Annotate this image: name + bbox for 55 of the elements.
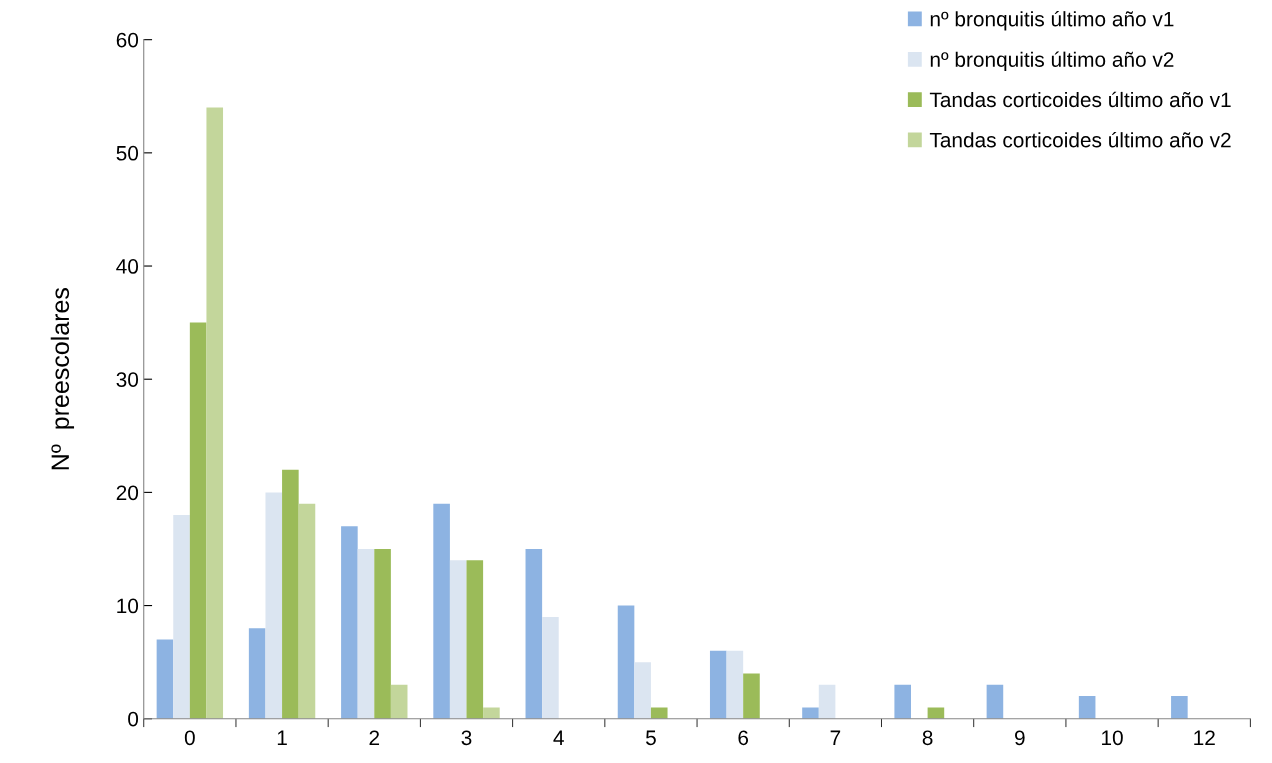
bar	[341, 526, 358, 719]
bar	[726, 650, 744, 719]
bar	[894, 684, 912, 719]
bar	[298, 503, 316, 719]
y-tick-label: 10	[117, 598, 139, 614]
x-tick-label: 12	[1194, 730, 1215, 745]
x-tick-label: 8	[922, 730, 933, 746]
bar	[390, 684, 408, 719]
bar	[1171, 696, 1188, 719]
x-tick-label: 6	[738, 730, 749, 746]
bar	[357, 548, 375, 719]
x-tick-label: 10	[1102, 730, 1123, 746]
y-tick-label: 30	[116, 372, 139, 387]
bar	[617, 605, 635, 719]
bar	[466, 560, 484, 719]
bar	[265, 492, 283, 719]
bar	[743, 673, 760, 719]
x-tick-label: 5	[645, 730, 656, 746]
bar	[927, 707, 945, 719]
legend-label: nº bronquitis último año v2	[930, 51, 1174, 72]
x-tick-label: 7	[830, 730, 841, 745]
legend-label: nº bronquitis último año v1	[930, 10, 1174, 31]
x-tick-label: 9	[1015, 730, 1025, 746]
x-tick-label: 2	[369, 730, 380, 745]
legend-label: Tandas corticoides último año v2	[929, 131, 1231, 148]
bar	[986, 684, 1004, 719]
bar	[248, 628, 266, 719]
bar	[173, 515, 190, 719]
bar	[156, 639, 174, 719]
bar	[483, 707, 500, 719]
legend-label: Tandas corticoides último año v1	[929, 91, 1231, 108]
bar	[189, 322, 207, 719]
y-tick-label: 50	[116, 145, 139, 161]
y-axis-title: Nº preescolares	[50, 288, 75, 470]
y-tick-label: 20	[116, 485, 139, 501]
x-tick-label: 4	[553, 730, 564, 745]
y-tick-label: 40	[116, 259, 139, 274]
bar	[282, 469, 299, 719]
bar	[634, 662, 651, 719]
bar	[525, 548, 543, 719]
bar	[818, 684, 836, 719]
y-tick-label: 60	[116, 32, 139, 48]
bar	[709, 650, 727, 719]
bar	[542, 616, 559, 719]
bar	[449, 560, 467, 719]
y-tick-label: 0	[128, 711, 139, 727]
bar	[802, 707, 819, 719]
x-tick-label: 1	[277, 730, 287, 745]
bar	[374, 548, 391, 719]
bar	[433, 503, 450, 719]
x-tick-label: 0	[184, 730, 195, 746]
x-tick-label: 3	[461, 730, 472, 746]
bar	[650, 707, 668, 719]
bar	[1078, 696, 1096, 719]
bar	[206, 107, 224, 719]
